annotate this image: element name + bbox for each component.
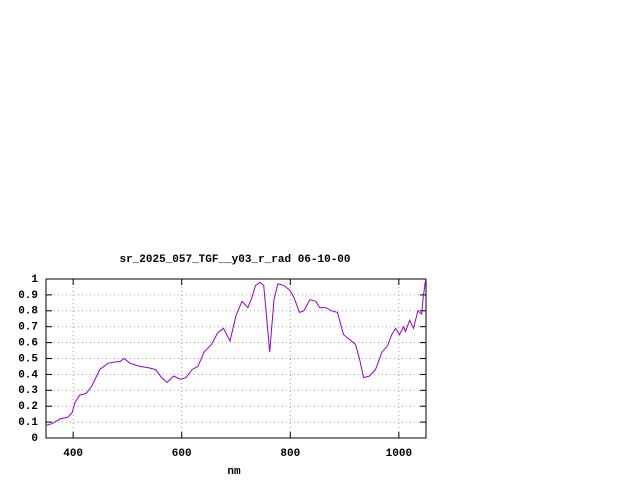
y-tick-label: 0.3 <box>18 385 38 397</box>
data-line <box>45 280 426 426</box>
y-tick-label: 0.6 <box>18 338 38 350</box>
y-tick-label: 0.8 <box>18 306 38 318</box>
y-tick-label: 0.5 <box>18 353 38 365</box>
chart-title: sr_2025_057_TGF__y03_r_rad 06-10-00 <box>119 254 350 266</box>
y-tick-label: 0.1 <box>18 417 38 429</box>
y-tick-label: 0.9 <box>18 290 38 302</box>
plot-border <box>45 278 427 439</box>
y-tick-label: 0.2 <box>18 401 38 413</box>
x-tick-label: 800 <box>280 448 300 460</box>
x-tick-label: 1000 <box>386 448 412 460</box>
x-tick-label: 600 <box>172 448 192 460</box>
x-axis-label: nm <box>227 466 241 478</box>
y-tick-label: 0.7 <box>18 322 38 334</box>
y-tick-label: 1 <box>31 274 38 286</box>
y-tick-label: 0 <box>31 433 38 445</box>
y-tick-label: 0.4 <box>18 369 38 381</box>
x-tick-label: 400 <box>63 448 83 460</box>
